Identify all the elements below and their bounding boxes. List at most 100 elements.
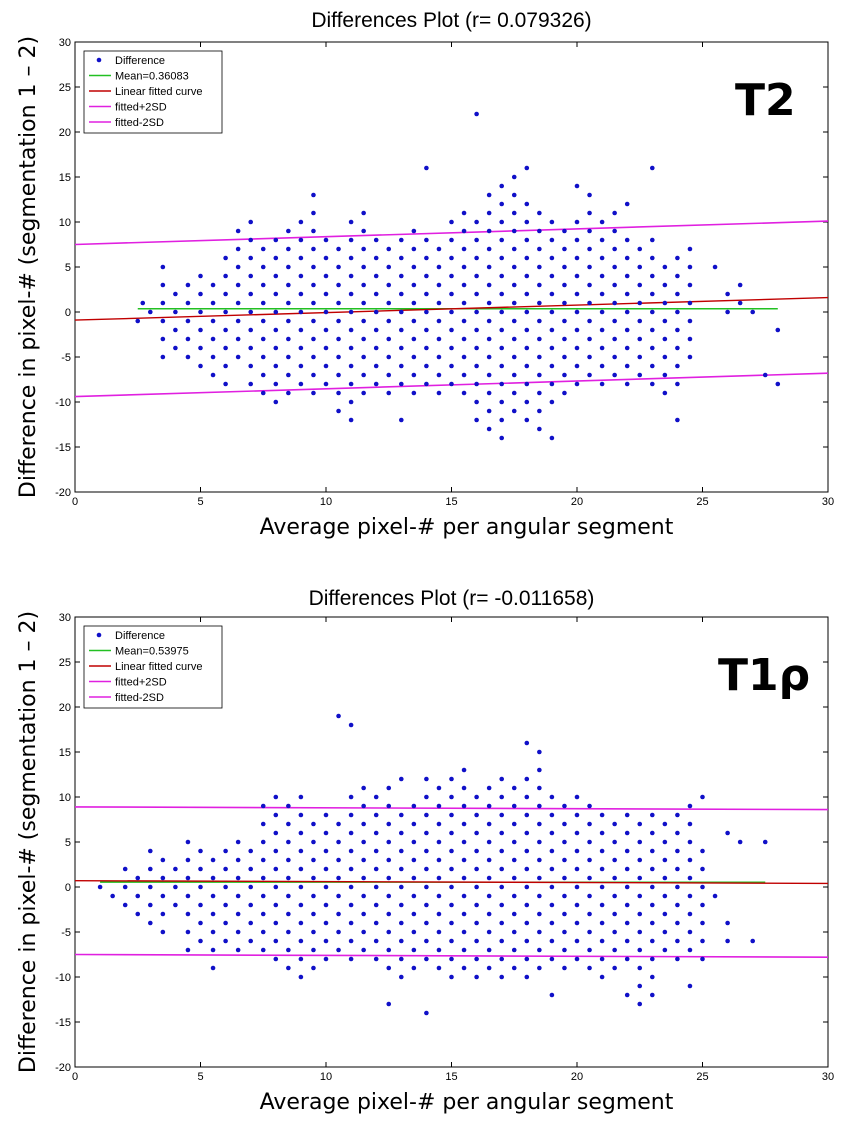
difference-point [537, 318, 542, 324]
difference-point [624, 866, 630, 872]
difference-point [449, 974, 454, 980]
difference-point [273, 327, 279, 333]
difference-point [135, 911, 141, 917]
difference-point [562, 300, 567, 306]
difference-point [311, 857, 316, 863]
difference-point [524, 255, 530, 261]
difference-point [662, 372, 668, 378]
difference-point [537, 965, 542, 971]
difference-point [348, 291, 354, 297]
difference-point [160, 300, 166, 306]
difference-point [286, 947, 291, 953]
difference-point [486, 282, 492, 288]
difference-point [461, 893, 467, 899]
difference-point [624, 363, 630, 369]
difference-point [436, 911, 442, 917]
difference-point [562, 372, 567, 378]
difference-point [323, 830, 329, 836]
difference-point [574, 255, 580, 261]
difference-point [135, 893, 141, 899]
difference-point [436, 821, 442, 827]
difference-point [549, 381, 555, 387]
difference-point [336, 713, 341, 719]
legend-entry: Mean=0.36083 [115, 71, 189, 83]
difference-point [662, 875, 668, 881]
difference-point [599, 309, 605, 315]
difference-point [449, 291, 454, 297]
difference-point [461, 839, 467, 845]
difference-point [323, 237, 329, 243]
difference-point [549, 435, 555, 441]
difference-point [348, 938, 354, 944]
difference-point [700, 920, 705, 926]
difference-point [160, 893, 166, 899]
difference-point [524, 938, 530, 944]
legend: Difference Mean=0.53975 Linear fitted curv… [83, 625, 223, 709]
difference-point [286, 839, 291, 845]
difference-point [587, 318, 592, 324]
difference-point [662, 929, 668, 935]
difference-point [411, 228, 417, 234]
difference-point [574, 938, 580, 944]
difference-point [223, 345, 228, 351]
difference-point [650, 381, 655, 387]
difference-point [260, 264, 266, 270]
difference-point [562, 318, 567, 324]
difference-point [499, 884, 505, 890]
difference-point [273, 938, 279, 944]
difference-point [348, 866, 354, 872]
difference-point [411, 965, 417, 971]
difference-point [637, 246, 643, 252]
difference-point [474, 938, 479, 944]
difference-point [311, 246, 316, 252]
difference-point [386, 390, 392, 396]
difference-point [298, 866, 304, 872]
difference-point [499, 417, 505, 423]
difference-point [373, 866, 379, 872]
x-tick-label: 5 [197, 496, 203, 508]
difference-point [675, 417, 680, 423]
difference-point [486, 929, 492, 935]
difference-point [311, 947, 316, 953]
difference-point [511, 821, 517, 827]
difference-point [248, 902, 253, 908]
y-axis-label: Difference in pixel-# (segmentation 1 – … [16, 611, 41, 1073]
difference-point [173, 327, 178, 333]
difference-point [411, 893, 417, 899]
x-axis-label: Average pixel-# per angular segment [260, 1090, 674, 1115]
difference-point [273, 237, 279, 243]
difference-point [499, 435, 505, 441]
difference-point [436, 839, 442, 845]
x-tick-label: 25 [696, 496, 708, 508]
difference-point [587, 264, 592, 270]
difference-point [235, 336, 241, 342]
difference-point [411, 246, 417, 252]
difference-point [361, 246, 366, 252]
difference-point [499, 848, 505, 854]
difference-point [524, 237, 530, 243]
difference-point [486, 947, 492, 953]
difference-point [173, 884, 178, 890]
difference-point [700, 848, 705, 854]
difference-point [637, 875, 643, 881]
difference-point [524, 309, 530, 315]
difference-point [537, 264, 542, 270]
legend-marker-dot [96, 632, 102, 638]
difference-point [311, 210, 316, 216]
difference-point [524, 956, 530, 962]
difference-point [562, 264, 567, 270]
difference-point [624, 201, 630, 207]
difference-point [386, 300, 392, 306]
x-tick-label: 15 [445, 1071, 457, 1083]
difference-point [637, 911, 643, 917]
difference-point [662, 264, 668, 270]
difference-point [399, 974, 404, 980]
difference-point [675, 345, 680, 351]
difference-point [273, 363, 279, 369]
difference-point [474, 956, 479, 962]
difference-point [499, 327, 505, 333]
difference-point [599, 920, 605, 926]
difference-point [612, 839, 617, 845]
difference-point [562, 839, 567, 845]
difference-point [361, 210, 366, 216]
